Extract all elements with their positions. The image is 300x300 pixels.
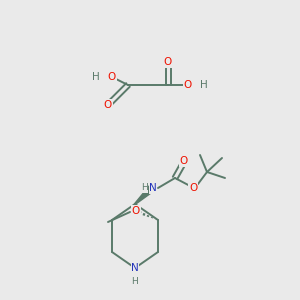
Text: O: O <box>164 57 172 67</box>
Text: O: O <box>184 80 192 90</box>
Text: O: O <box>108 72 116 82</box>
Text: H: H <box>92 72 100 82</box>
Text: H: H <box>132 277 138 286</box>
Text: O: O <box>180 156 188 166</box>
Text: O: O <box>132 206 140 216</box>
Text: O: O <box>104 100 112 110</box>
Text: O: O <box>189 183 197 193</box>
Text: H: H <box>141 184 147 193</box>
Text: N: N <box>149 183 157 193</box>
Text: H: H <box>200 80 208 90</box>
Text: N: N <box>131 263 139 273</box>
Polygon shape <box>135 185 155 204</box>
